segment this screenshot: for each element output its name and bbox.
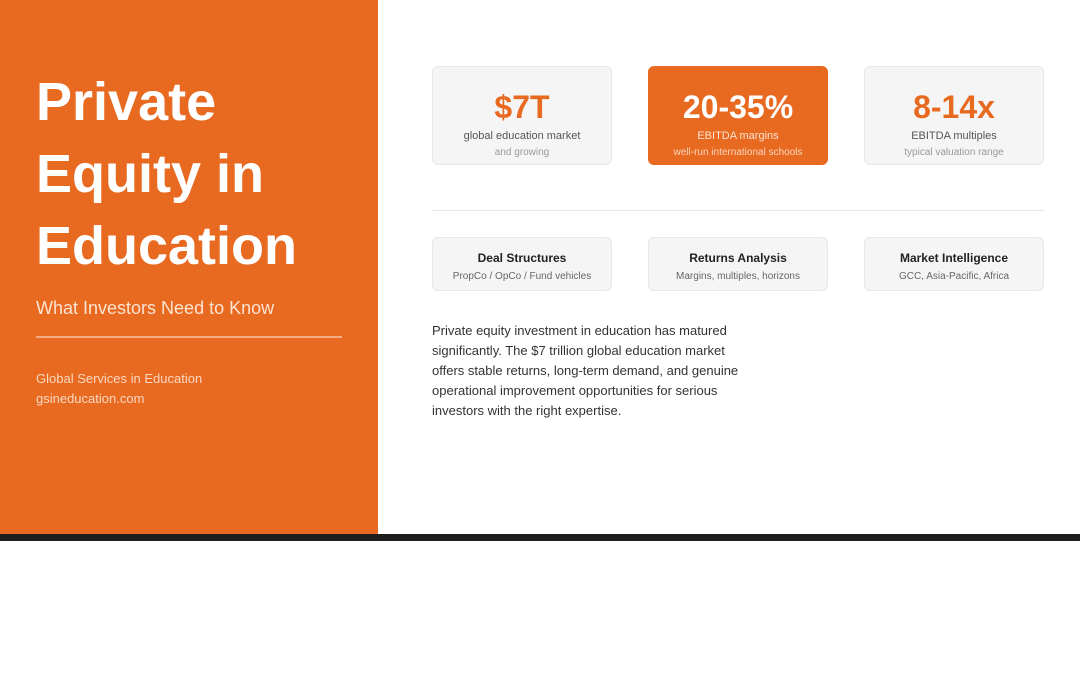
body-paragraph: Private equity investment in education h… [432,323,739,418]
feature-title: Returns Analysis [689,251,787,265]
stat-sub: typical valuation range [904,147,1004,158]
stat-sub: and growing [494,147,550,158]
page-subtitle: What Investors Need to Know [36,298,275,318]
website-link[interactable]: gsineducation.com [36,391,145,406]
stat-label: global education market [463,130,581,142]
feature-title: Market Intelligence [899,251,1009,265]
feature-title: Deal Structures [477,251,567,265]
feature-desc: GCC, Asia-Pacific, Africa [898,271,1010,282]
feature-card-market-intelligence: Market Intelligence GCC, Asia-Pacific, A… [864,237,1044,291]
section-divider [432,210,1044,211]
stat-card-margins: 20-35% EBITDA margins well-run internati… [648,66,828,165]
feature-card-deal-structures: Deal Structures PropCo / OpCo / Fund veh… [432,237,612,291]
bottom-bar [0,534,1080,541]
title-panel: Private Equity in Education What Investo… [0,0,378,534]
stat-label: EBITDA margins [697,130,779,142]
stat-sub: well-run international schools [673,147,803,158]
org-info: Global Services in Education gsineducati… [36,369,202,409]
stat-value: 20-35% [682,89,794,125]
feature-desc: PropCo / OpCo / Fund vehicles [452,271,592,282]
stat-label: EBITDA multiples [911,130,997,142]
stat-card-market: $7T global education market and growing [432,66,612,165]
org-name: Global Services in Education [36,371,203,386]
feature-desc: Margins, multiples, horizons [676,271,800,282]
stat-card-multiples: 8-14x EBITDA multiples typical valuation… [864,66,1044,165]
page-title: Private Equity in Education [36,72,298,276]
stat-value: $7T [494,89,550,125]
divider [36,336,342,338]
stat-value: 8-14x [913,89,995,125]
feature-card-returns-analysis: Returns Analysis Margins, multiples, hor… [648,237,828,291]
